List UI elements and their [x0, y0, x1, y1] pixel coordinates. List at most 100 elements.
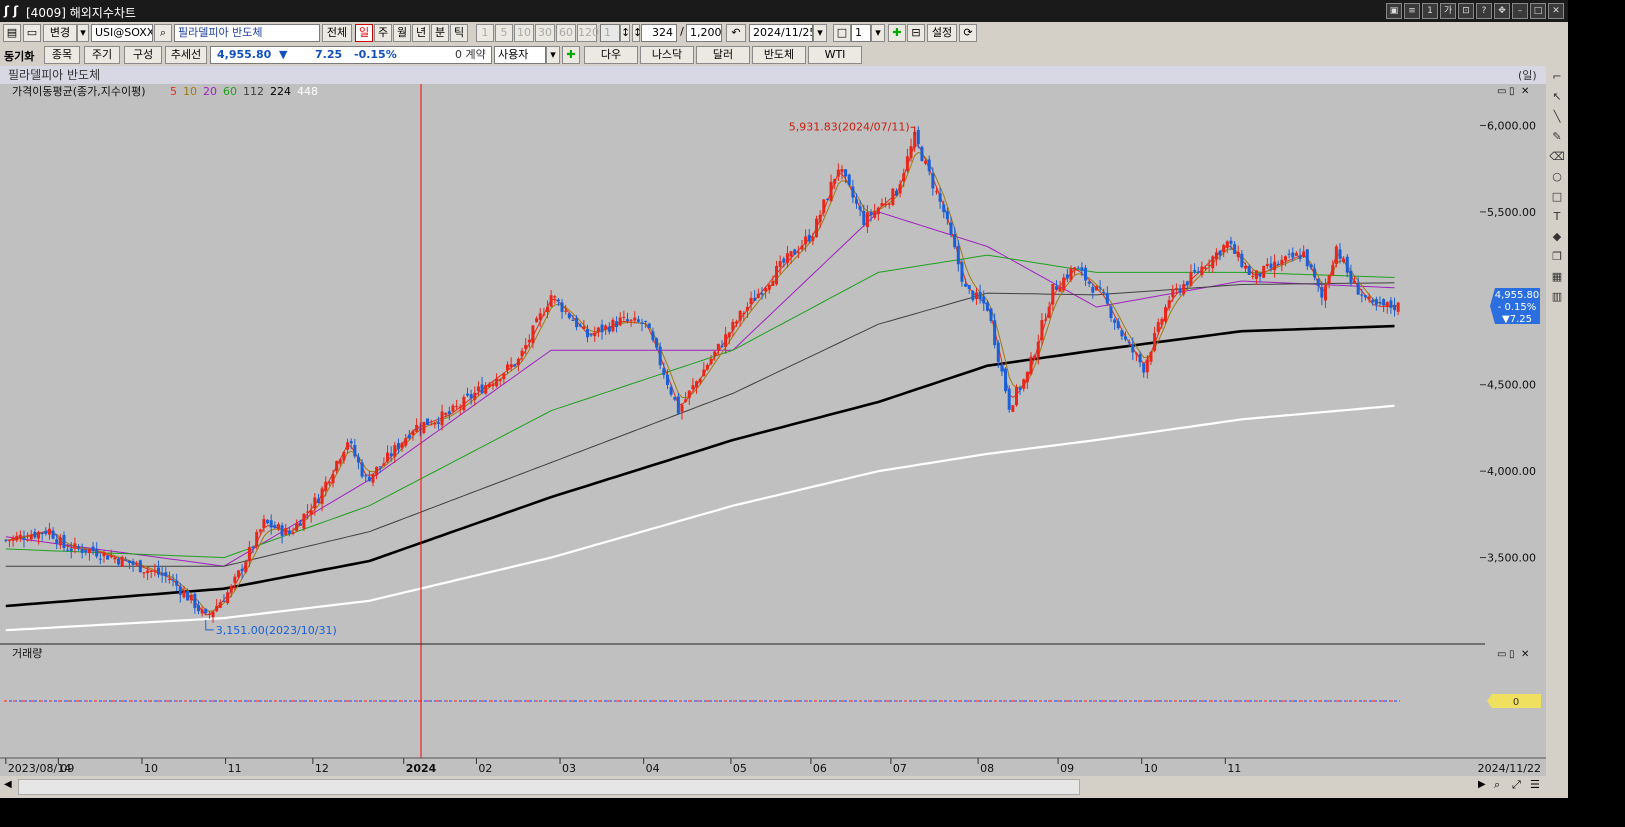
candle-body [109, 556, 113, 558]
symbol-code-input[interactable]: USI@SOXX [91, 24, 153, 42]
candle-body [1331, 265, 1335, 276]
refresh-icon[interactable]: ⟳ [959, 24, 977, 42]
move-icon[interactable]: ✥ [1494, 3, 1510, 19]
add-icon[interactable]: ✚ [888, 24, 906, 42]
date-input[interactable]: 2024/11/25 [749, 24, 813, 42]
pen-icon[interactable]: ✎ [1552, 130, 1562, 143]
quick-nasdaq-button[interactable]: 나스닥 [640, 46, 694, 64]
quick-dow-button[interactable]: 다우 [584, 46, 638, 64]
candle-body [691, 385, 695, 390]
candle-body [378, 466, 382, 468]
candle-body [647, 323, 651, 329]
trendline-button[interactable]: 추세선 [165, 46, 207, 64]
image-icon[interactable]: ▦ [1551, 270, 1563, 283]
candle-body [1262, 265, 1266, 278]
chart-area[interactable]: 필라델피아 반도체 (일) 가격이동평균(종가,지수이평) 5 10 20 60 112… [0, 66, 1546, 776]
sync-label[interactable]: 동기화 [4, 50, 35, 63]
scroll-right-icon[interactable]: ▶ [1478, 779, 1486, 790]
trendline-icon[interactable]: ╲ [1553, 110, 1561, 123]
fit-icon[interactable]: ⤢ [1512, 778, 1521, 791]
volume-minimize-icon[interactable]: ▭ [1497, 649, 1506, 660]
pane-close-icon[interactable]: ✕ [1521, 86, 1529, 97]
circle-icon[interactable]: ○ [1552, 170, 1562, 183]
text-icon[interactable]: T [1553, 210, 1561, 223]
quick-semiconductor-button[interactable]: 반도체 [752, 46, 806, 64]
cursor-icon[interactable]: ⌐ [1552, 70, 1562, 83]
panel-toggle-icon[interactable]: ▤ [3, 24, 21, 42]
last-price-line-0: 4,955.80 [1495, 290, 1540, 301]
period-minute-tab[interactable]: 분 [431, 24, 449, 42]
quick-wti-button[interactable]: WTI [808, 46, 862, 64]
zoom-icon[interactable]: ⌕ [1494, 778, 1501, 791]
quick-dollar-button[interactable]: 달러 [696, 46, 750, 64]
korean-toggle-icon[interactable]: 가 [1440, 3, 1456, 19]
screen-icon[interactable]: ▭ [23, 24, 41, 42]
volume-maximize-icon[interactable]: ▯ [1509, 649, 1515, 660]
candle-body [651, 331, 655, 340]
minimize-icon[interactable]: – [1512, 3, 1528, 19]
history-icon[interactable]: ↶ [726, 24, 746, 42]
settings-button[interactable]: 설정 [927, 24, 957, 42]
maximize-icon[interactable]: □ [1530, 3, 1546, 19]
restore-icon[interactable]: ▣ [1386, 3, 1402, 19]
candle-body [447, 411, 451, 415]
search-icon[interactable]: ⌕ [154, 24, 172, 42]
minute-preset-1[interactable]: 1 [476, 24, 494, 42]
candle-body [767, 284, 771, 290]
candle-body [55, 539, 59, 545]
pane-controls[interactable]: ▭ ▯ ✕ ▭ ▯ ✕ [1497, 86, 1529, 660]
rectangle-icon[interactable]: □ [1551, 190, 1563, 203]
item-button[interactable]: 종목 [44, 46, 80, 64]
add-quick-icon[interactable]: ✚ [562, 46, 580, 64]
compose-button[interactable]: 구성 [124, 46, 162, 64]
help-icon[interactable]: ? [1476, 3, 1492, 19]
period-year-tab[interactable]: 년 [412, 24, 430, 42]
candle-body [1222, 245, 1226, 253]
close-icon[interactable]: ✕ [1548, 3, 1564, 19]
pane-icon[interactable]: □ [833, 24, 851, 42]
minute-preset-10[interactable]: 10 [514, 24, 534, 42]
link-icon[interactable]: ≡ [1404, 3, 1420, 19]
scrollbar[interactable]: ◀ ▶ ⌕ ⤢ ☰ [0, 776, 1568, 798]
minute-preset-30[interactable]: 30 [535, 24, 555, 42]
period-button[interactable]: 주기 [84, 46, 120, 64]
candle-body [567, 313, 571, 319]
count-stepper-icon[interactable]: ↕ [632, 24, 642, 42]
change-button[interactable]: 변경 [43, 24, 77, 42]
pane-minimize-icon[interactable]: ▭ [1497, 86, 1506, 97]
pane-dropdown-icon[interactable]: ▾ [871, 24, 885, 42]
date-dropdown-icon[interactable]: ▾ [813, 24, 827, 42]
minute-preset-5[interactable]: 5 [495, 24, 513, 42]
copy-icon[interactable]: ❐ [1552, 250, 1562, 263]
minute-preset-60[interactable]: 60 [556, 24, 576, 42]
interval-input[interactable]: 1 [600, 24, 620, 42]
period-tick-tab[interactable]: 틱 [450, 24, 468, 42]
volume-close-icon[interactable]: ✕ [1521, 649, 1529, 660]
pane-maximize-icon[interactable]: ▯ [1509, 86, 1515, 97]
bar-chart-icon[interactable]: ▥ [1551, 290, 1563, 303]
user-dropdown-icon[interactable]: ▾ [546, 46, 560, 64]
x-tick-label: 11 [1227, 762, 1241, 775]
pane-count-input[interactable]: 1 [851, 24, 871, 42]
scroll-left-icon[interactable]: ◀ [4, 779, 12, 790]
chart-svg[interactable]: 필라델피아 반도체 (일) 가격이동평균(종가,지수이평) 5 10 20 60 112… [0, 66, 1546, 776]
marker-icon[interactable]: ◆ [1552, 230, 1562, 243]
number-one-icon[interactable]: 1 [1422, 3, 1438, 19]
eraser-icon[interactable]: ⌫ [1549, 150, 1565, 163]
candle-body [1193, 270, 1197, 272]
period-week-tab[interactable]: 주 [374, 24, 392, 42]
interval-stepper-icon[interactable]: ↕ [620, 24, 630, 42]
pointer-icon[interactable]: ↖ [1552, 90, 1562, 103]
scroll-thumb[interactable] [18, 779, 1080, 795]
save-icon[interactable]: ⊟ [907, 24, 925, 42]
list-icon[interactable]: ☰ [1530, 778, 1540, 791]
change-dropdown-icon[interactable]: ▾ [77, 24, 89, 42]
candle-body [204, 608, 208, 614]
period-month-tab[interactable]: 월 [393, 24, 411, 42]
count-input[interactable]: 324 [641, 24, 677, 42]
all-button[interactable]: 전체 [322, 24, 352, 42]
period-day-tab[interactable]: 일 [355, 24, 373, 42]
user-select[interactable]: 사용자 [494, 46, 546, 64]
minute-preset-120[interactable]: 120 [577, 24, 599, 42]
screenshot-icon[interactable]: ⊡ [1458, 3, 1474, 19]
